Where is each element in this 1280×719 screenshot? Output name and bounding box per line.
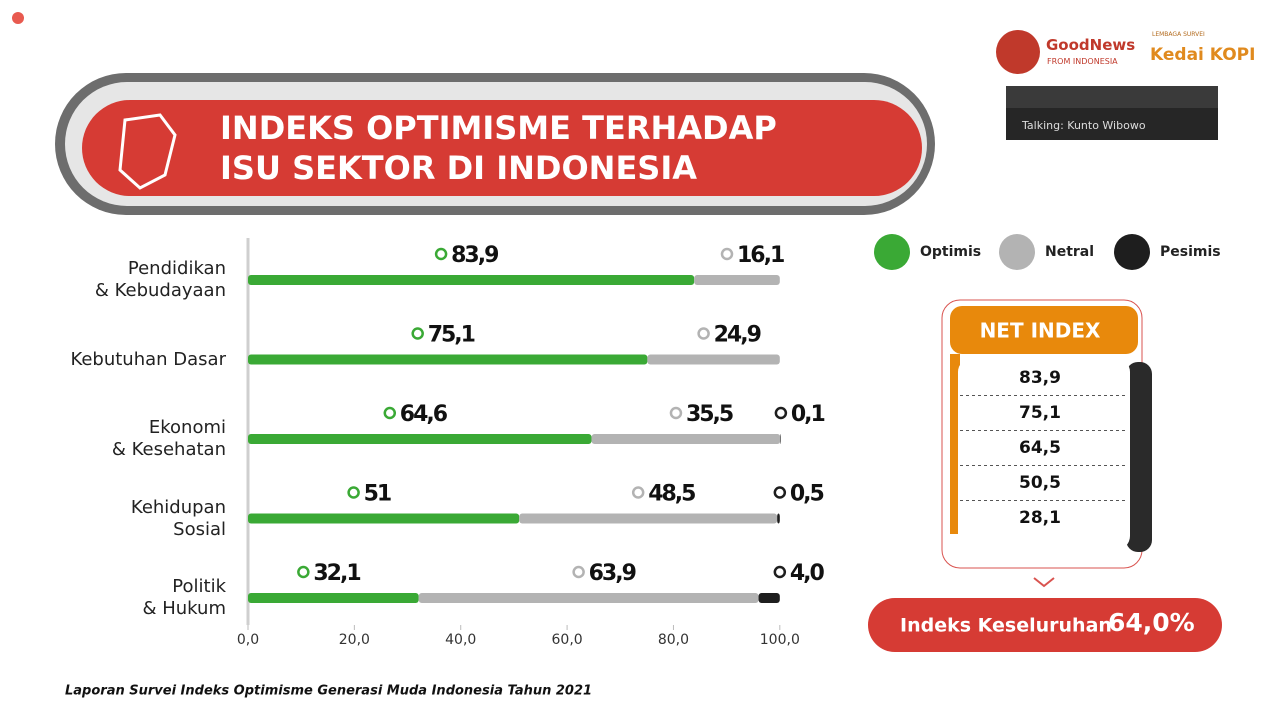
bar-segment bbox=[647, 354, 780, 365]
bar-segment bbox=[780, 434, 781, 444]
net-arrow bbox=[1033, 577, 1055, 588]
pin bbox=[774, 406, 788, 420]
pin bbox=[720, 247, 734, 261]
logo-text: FROM INDONESIA bbox=[1047, 57, 1118, 66]
overall-label: Indeks Keseluruhan bbox=[900, 615, 1112, 637]
goodnews-logo bbox=[996, 30, 1040, 74]
pin bbox=[669, 406, 683, 420]
net-value: 75,1 bbox=[1019, 403, 1061, 423]
category-label: Pendidikan & Kebudayaan bbox=[94, 258, 226, 301]
logo-text: Kedai KOPI bbox=[1150, 45, 1255, 65]
net-value: 83,9 bbox=[1019, 368, 1061, 388]
pin bbox=[297, 565, 310, 579]
pin bbox=[383, 406, 397, 420]
x-tick-label: 20,0 bbox=[339, 632, 370, 648]
pin bbox=[572, 565, 585, 579]
logo-text: LEMBAGA SURVEI bbox=[1152, 31, 1205, 38]
category-label: Politik & Hukum bbox=[142, 576, 226, 619]
pin bbox=[434, 247, 448, 261]
net-value: 50,5 bbox=[1019, 473, 1061, 493]
title-line: INDEKS OPTIMISME TERHADAP bbox=[220, 109, 777, 147]
value-label: 48,5 bbox=[648, 482, 695, 507]
footer: Laporan Survei Indeks Optimisme Generasi… bbox=[65, 684, 592, 699]
pin bbox=[411, 327, 424, 340]
bar-segment bbox=[694, 275, 780, 285]
value-label: 4,0 bbox=[790, 561, 825, 586]
net-side bbox=[950, 354, 960, 534]
net-shadow bbox=[1126, 362, 1152, 552]
legend-icon bbox=[999, 234, 1035, 270]
category-label: Kebutuhan Dasar bbox=[70, 348, 226, 370]
x-tick-label: 80,0 bbox=[658, 632, 689, 648]
pin bbox=[773, 486, 787, 499]
talking-label: Talking: Kunto Wibowo bbox=[1021, 119, 1146, 132]
net-value: 64,5 bbox=[1019, 438, 1061, 458]
pin bbox=[697, 327, 710, 340]
legend-label: Pesimis bbox=[1160, 244, 1221, 260]
value-label: 64,6 bbox=[400, 402, 448, 427]
value-label: 83,9 bbox=[451, 243, 498, 268]
category-label: Ekonomi & Kesehatan bbox=[111, 417, 226, 460]
legend-icon bbox=[874, 234, 910, 270]
x-tick-label: 100,0 bbox=[760, 632, 800, 648]
value-label: 0,5 bbox=[790, 482, 824, 507]
value-label: 35,5 bbox=[686, 402, 733, 427]
logo-text: GoodNews bbox=[1046, 36, 1135, 54]
bar-segment bbox=[758, 593, 780, 603]
bar-segment bbox=[248, 434, 592, 444]
value-label: 0,1 bbox=[791, 402, 825, 427]
legend-label: Netral bbox=[1045, 244, 1094, 260]
bar-segment bbox=[248, 354, 648, 365]
net-value: 28,1 bbox=[1019, 508, 1061, 528]
value-label: 24,9 bbox=[714, 323, 761, 348]
x-tick-label: 60,0 bbox=[552, 632, 583, 648]
fist-icon bbox=[118, 113, 177, 190]
pin bbox=[631, 486, 645, 499]
pin bbox=[773, 565, 787, 579]
title-pill bbox=[82, 100, 922, 196]
title-line: ISU SEKTOR DI INDONESIA bbox=[220, 149, 697, 187]
value-label: 51 bbox=[364, 482, 391, 507]
pin bbox=[347, 486, 360, 499]
call-toolbar[interactable] bbox=[1006, 86, 1218, 108]
value-label: 32,1 bbox=[313, 561, 360, 586]
bar-segment bbox=[777, 513, 780, 524]
net-body bbox=[958, 358, 1130, 550]
overall-pill bbox=[868, 598, 1222, 652]
net-title: NET INDEX bbox=[980, 319, 1101, 343]
value-label: 16,1 bbox=[737, 243, 784, 268]
record-dot bbox=[12, 12, 24, 24]
bar-segment bbox=[519, 513, 778, 524]
x-tick-label: 0,0 bbox=[237, 632, 259, 648]
x-tick-label: 40,0 bbox=[445, 632, 476, 648]
bar-segment bbox=[248, 513, 520, 524]
value-label: 75,1 bbox=[428, 323, 475, 348]
value-label: 63,9 bbox=[589, 561, 636, 586]
bar-segment bbox=[248, 593, 419, 603]
bar-segment bbox=[591, 434, 781, 444]
overall-value: 64,0% bbox=[1108, 608, 1195, 637]
bar-segment bbox=[418, 593, 759, 603]
legend-icon bbox=[1114, 234, 1150, 270]
net-header bbox=[950, 306, 1138, 354]
bar-segment bbox=[248, 275, 695, 285]
category-label: Kehidupan Sosial bbox=[130, 496, 226, 540]
legend-label: Optimis bbox=[920, 244, 981, 260]
